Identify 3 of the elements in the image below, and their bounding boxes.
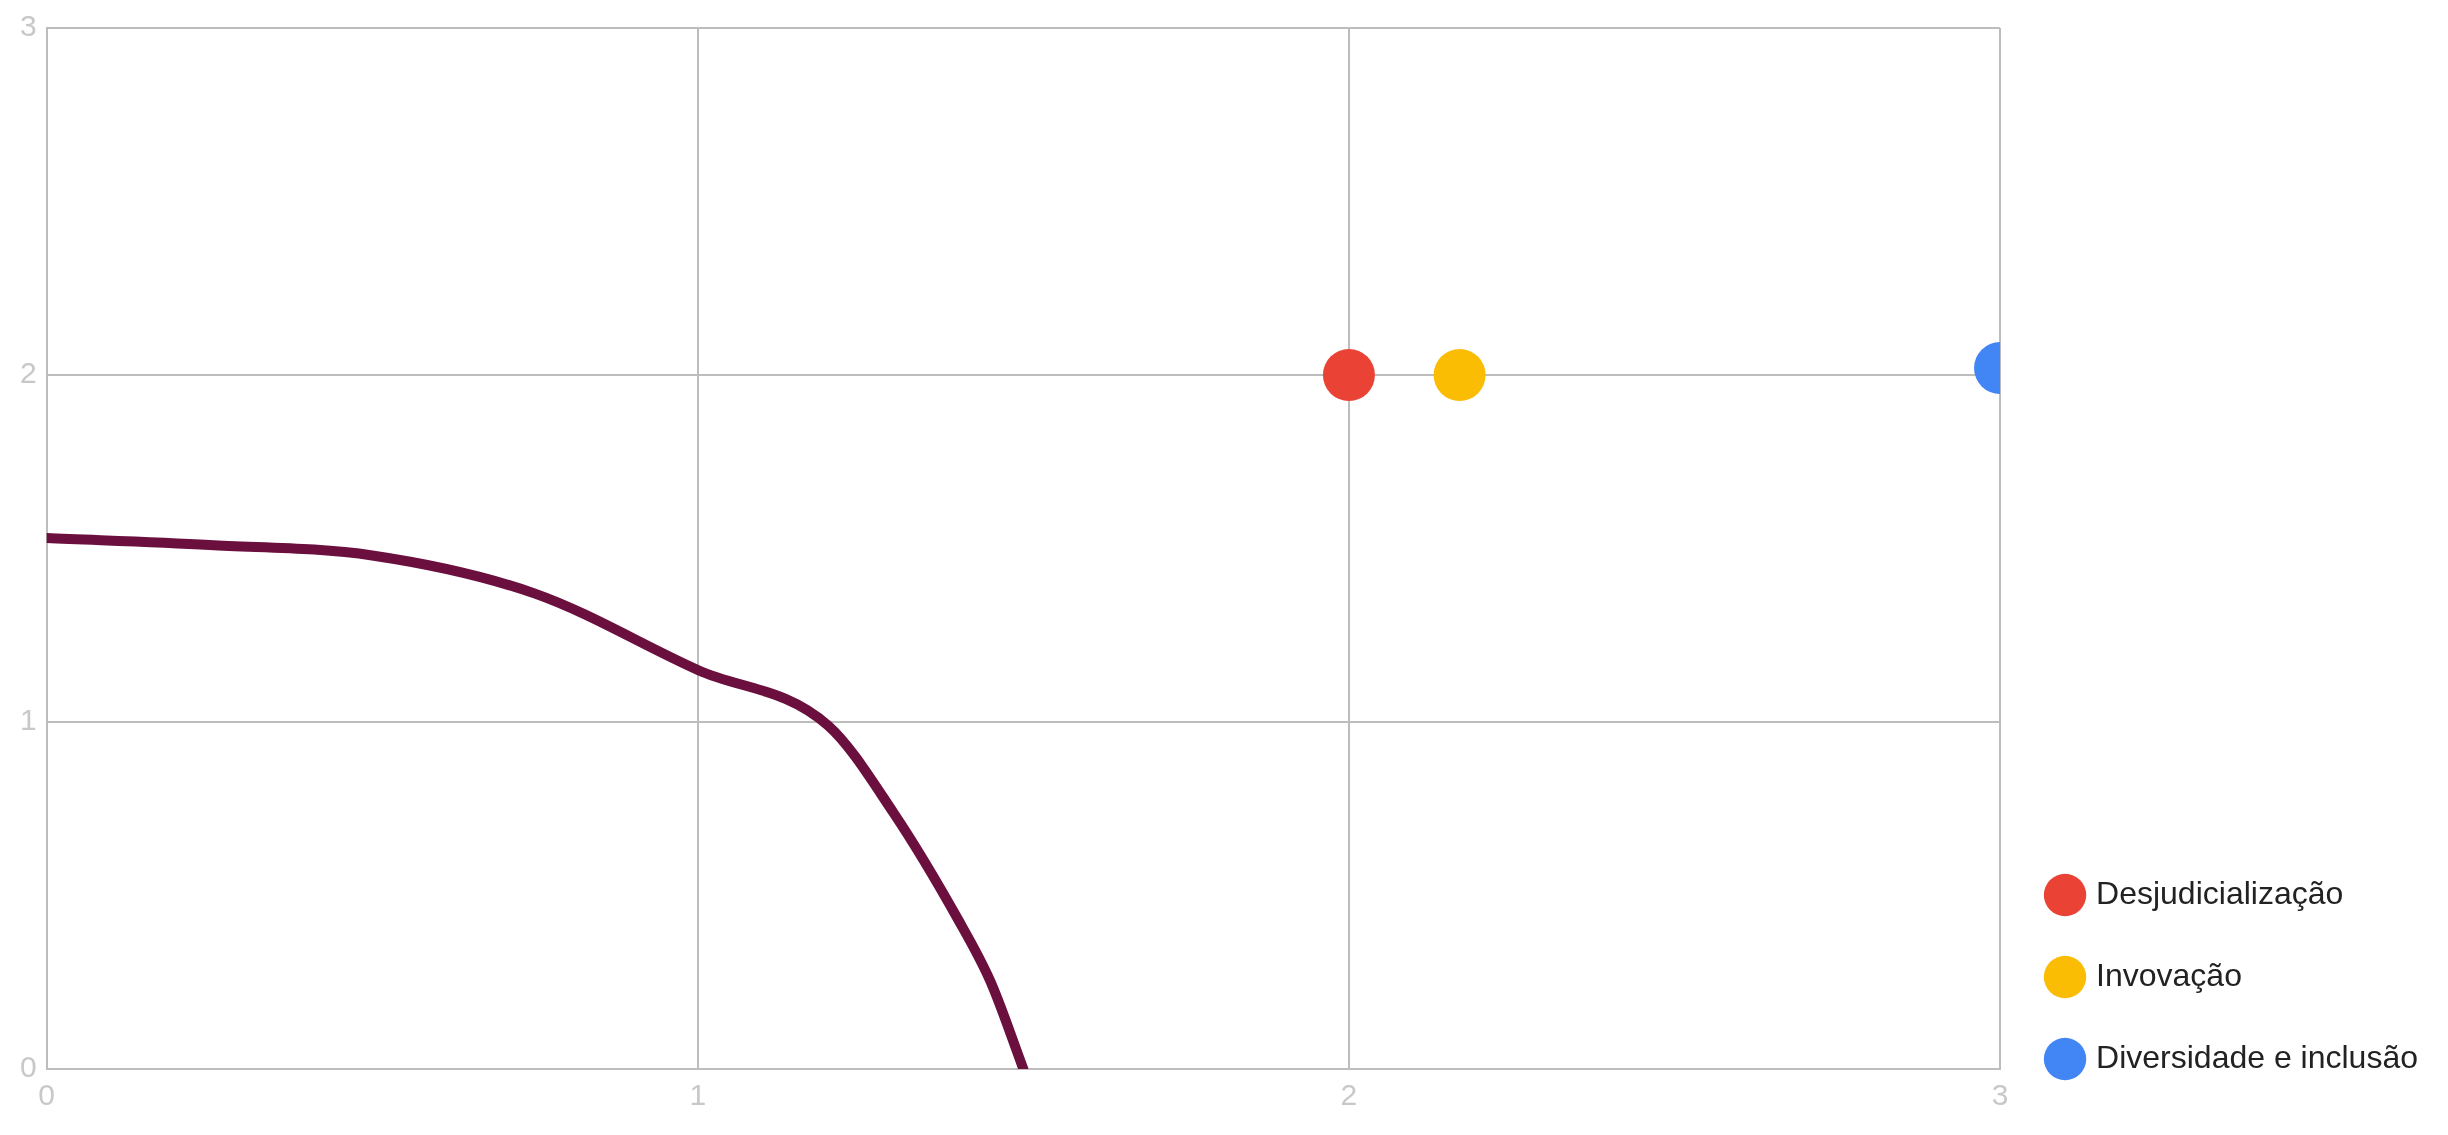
legend-label: Desjudicialização	[2096, 874, 2344, 911]
legend-label: Diversidade e inclusão	[2096, 1038, 2418, 1075]
legend-label: Invovação	[2096, 956, 2242, 993]
